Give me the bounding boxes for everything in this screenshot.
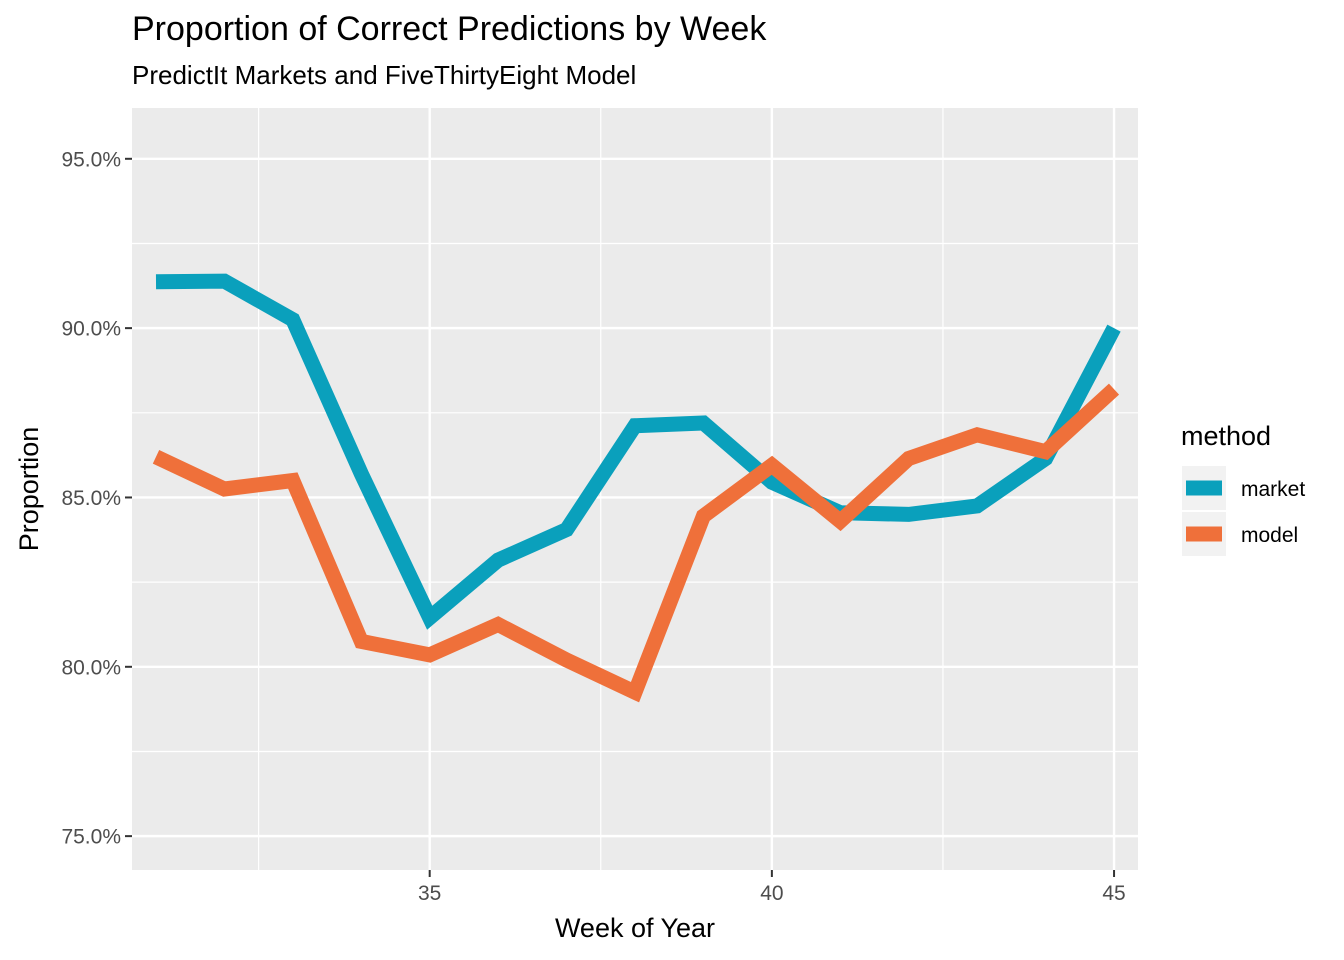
legend: method market model: [1181, 421, 1305, 556]
y-tick-label: 85.0%: [61, 487, 121, 510]
y-tick-label: 75.0%: [61, 826, 121, 849]
series-lines: [152, 273, 1121, 703]
x-tick-label: 35: [418, 882, 441, 905]
x-axis: 35 40 45: [418, 870, 1126, 905]
y-axis: 75.0% 80.0% 85.0% 90.0% 95.0%: [61, 148, 132, 849]
chart-subtitle: PredictIt Markets and FiveThirtyEight Mo…: [132, 60, 636, 90]
legend-items: market model: [1182, 466, 1305, 556]
y-tick-label: 90.0%: [61, 318, 121, 341]
y-tick-label: 95.0%: [61, 148, 121, 171]
legend-label-model: model: [1241, 524, 1298, 547]
series-line-model: [152, 383, 1120, 703]
x-tick-label: 40: [760, 882, 783, 905]
y-axis-title: Proportion: [14, 427, 44, 552]
legend-title: method: [1181, 421, 1271, 451]
legend-label-market: market: [1241, 478, 1305, 501]
x-axis-title: Week of Year: [555, 913, 715, 943]
x-tick-label: 45: [1102, 882, 1125, 905]
y-tick-label: 80.0%: [61, 656, 121, 679]
series-line-market: [155, 273, 1121, 630]
major-gridlines: [132, 108, 1138, 870]
chart-title: Proportion of Correct Predictions by Wee…: [132, 10, 767, 48]
